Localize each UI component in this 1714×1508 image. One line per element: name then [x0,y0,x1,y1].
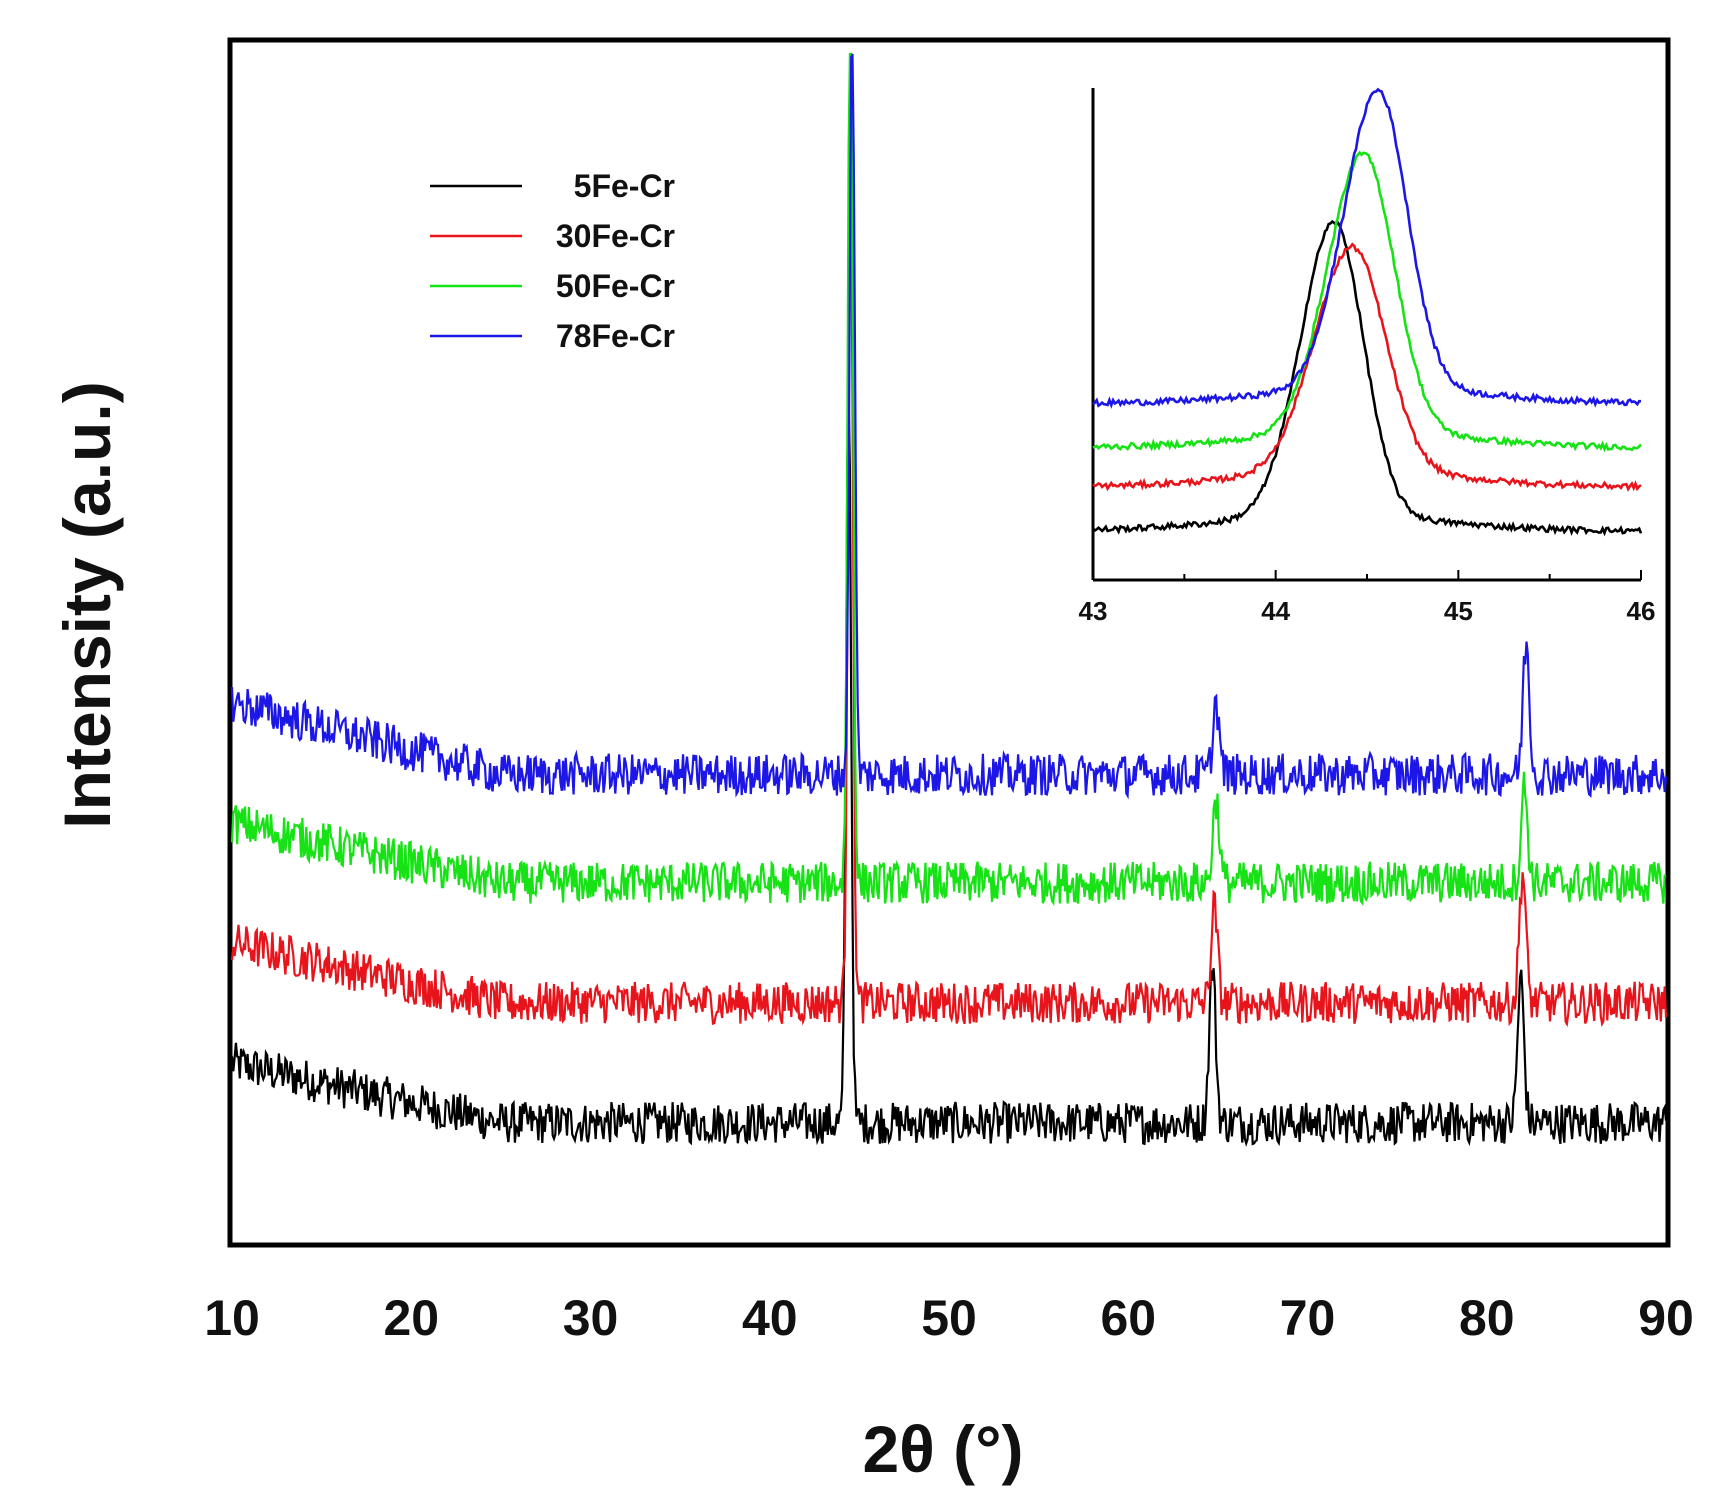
x-tick-labels: 10 20 30 40 50 60 70 80 90 [204,1290,1694,1346]
x-tick-label: 30 [563,1290,619,1346]
series-line-50Fe-Cr [230,52,1667,907]
inset-tick-label: 45 [1444,596,1473,626]
inset-tick-label: 46 [1627,596,1656,626]
inset-tick-label: 44 [1261,596,1290,626]
inset-plot: 43 44 45 46 [1079,87,1656,626]
x-tick-label: 40 [742,1290,798,1346]
legend: 5Fe-Cr 30Fe-Cr 50Fe-Cr 78Fe-Cr [430,168,675,354]
x-tick-label: 10 [204,1290,260,1346]
x-tick-label: 80 [1459,1290,1515,1346]
inset-series-line-30Fe-Cr [1092,242,1642,492]
x-axis-title: 2θ (°) [862,1412,1023,1486]
series-line-30Fe-Cr [230,192,1668,1028]
x-tick-label: 50 [921,1290,977,1346]
plot-frame [227,37,1671,1248]
inset-series-line-5Fe-Cr [1092,219,1643,537]
inset-x-ticks: 43 44 45 46 [1079,570,1656,626]
y-axis-title: Intensity (a.u.) [50,381,124,828]
x-tick-label: 20 [383,1290,439,1346]
x-tick-label: 70 [1280,1290,1336,1346]
inset-tick-label: 43 [1079,596,1108,626]
legend-label: 50Fe-Cr [556,268,675,304]
x-tick-label: 90 [1638,1290,1694,1346]
x-tick-label: 60 [1100,1290,1156,1346]
inset-series-line-78Fe-Cr [1092,87,1641,409]
main-series-group [230,52,1668,1147]
legend-label: 78Fe-Cr [556,318,675,354]
series-line-78Fe-Cr [230,53,1668,800]
series-line-5Fe-Cr [230,395,1668,1147]
inset-series-line-50Fe-Cr [1092,150,1642,453]
legend-label: 5Fe-Cr [574,168,675,204]
legend-label: 30Fe-Cr [556,218,675,254]
inset-series-group [1092,87,1643,537]
